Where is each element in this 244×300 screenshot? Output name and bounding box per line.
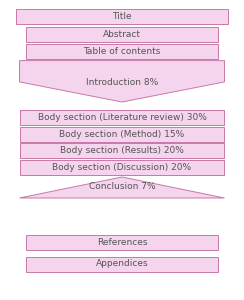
FancyBboxPatch shape [20, 143, 224, 158]
Text: Body section (Literature review) 30%: Body section (Literature review) 30% [38, 113, 206, 122]
Text: Body section (Results) 20%: Body section (Results) 20% [60, 146, 184, 155]
FancyBboxPatch shape [20, 160, 224, 175]
Text: Body section (Discussion) 20%: Body section (Discussion) 20% [52, 163, 192, 172]
Text: Abstract: Abstract [103, 30, 141, 39]
FancyBboxPatch shape [20, 127, 224, 142]
FancyBboxPatch shape [26, 27, 218, 42]
Text: Table of contents: Table of contents [83, 47, 161, 56]
FancyBboxPatch shape [26, 44, 218, 59]
Text: Title: Title [112, 12, 132, 21]
Polygon shape [20, 177, 224, 198]
Text: Appendices: Appendices [96, 260, 148, 268]
FancyBboxPatch shape [26, 235, 218, 250]
Polygon shape [20, 61, 224, 102]
Text: Body section (Method) 15%: Body section (Method) 15% [59, 130, 185, 139]
Text: References: References [97, 238, 147, 247]
FancyBboxPatch shape [16, 9, 228, 24]
Text: Conclusion 7%: Conclusion 7% [89, 182, 155, 191]
FancyBboxPatch shape [26, 256, 218, 272]
Text: Introduction 8%: Introduction 8% [86, 78, 158, 87]
FancyBboxPatch shape [20, 110, 224, 125]
